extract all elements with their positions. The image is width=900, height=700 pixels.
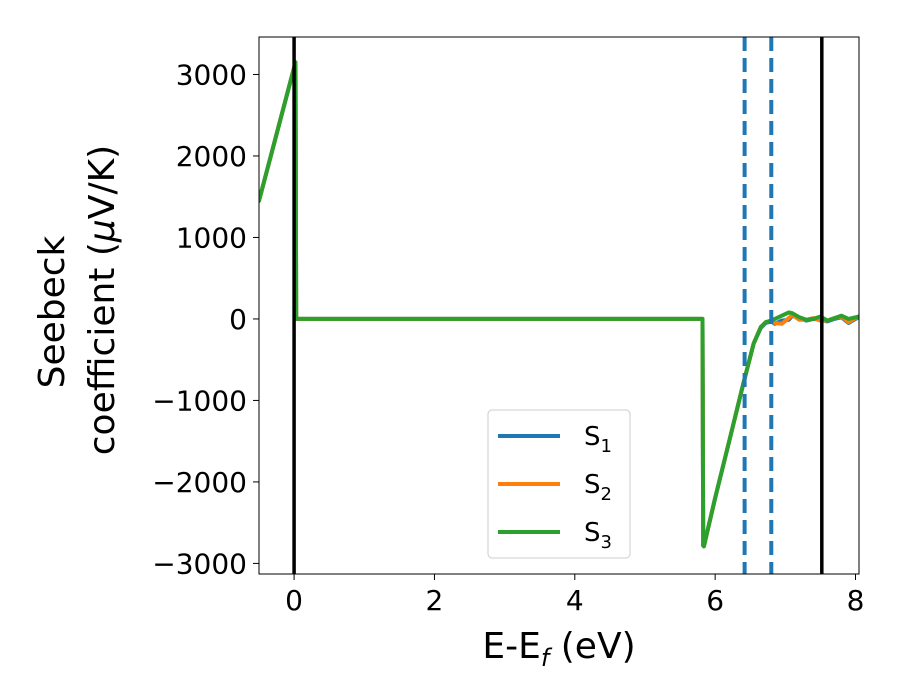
series-lines — [259, 60, 859, 549]
y-tick-label: 3000 — [176, 58, 247, 91]
x-tick-label: 8 — [847, 584, 865, 617]
x-tick-label: 4 — [566, 584, 584, 617]
x-axis-ticks: 0 2 4 6 8 — [285, 574, 864, 617]
x-tick-label: 0 — [285, 584, 303, 617]
y-tick-label: 1000 — [176, 221, 247, 254]
y-tick-label: 2000 — [176, 140, 247, 173]
vertical-reference-lines — [292, 37, 824, 574]
x-axis-title-main: E-E — [482, 626, 540, 667]
y-axis-title-line2: coefficient (μV/K) — [82, 145, 123, 455]
y-tick-label: −2000 — [152, 466, 247, 499]
x-tick-label: 6 — [706, 584, 724, 617]
y-tick-label: −3000 — [152, 547, 247, 580]
y-axis-title-suffix: V/K) — [82, 145, 123, 219]
legend-label-s3: S3 — [584, 518, 612, 553]
y-axis-title-mu: μ — [82, 219, 123, 243]
x-tick-label: 2 — [426, 584, 444, 617]
series-line-s3 — [259, 60, 859, 549]
legend-label-s2: S2 — [584, 470, 612, 505]
y-axis-title-line1: Seebeck — [32, 235, 73, 388]
y-tick-label: −1000 — [152, 384, 247, 417]
y-axis-ticks: −3000 −2000 −1000 0 1000 2000 3000 — [152, 58, 259, 580]
y-axis-title-prefix: coefficient ( — [82, 242, 123, 455]
x-axis-title-unit: (eV) — [549, 626, 635, 667]
legend-label-s1: S1 — [584, 422, 612, 457]
x-axis-title: E-Ef (eV) — [482, 626, 635, 672]
legend: S1 S2 S3 — [487, 409, 631, 559]
plot-frame — [258, 36, 860, 575]
y-tick-label: 0 — [229, 303, 247, 336]
